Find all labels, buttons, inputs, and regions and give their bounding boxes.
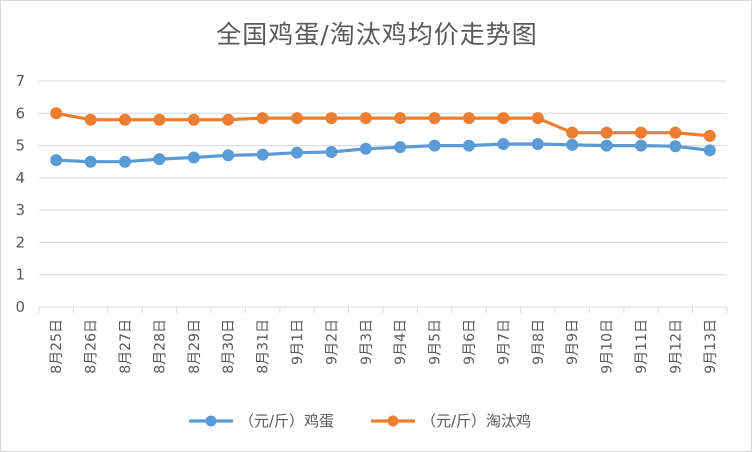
data-point: [187, 113, 200, 126]
data-point: [291, 146, 303, 159]
data-point: [325, 112, 338, 125]
x-tick-label: 9月7日: [496, 319, 512, 365]
data-point: [600, 139, 613, 152]
data-point: [50, 154, 63, 167]
x-tick-label: 9月11日: [634, 319, 650, 374]
x-tick-label: 9月4日: [393, 319, 409, 365]
data-point: [256, 148, 269, 161]
data-point: [256, 112, 269, 125]
legend-label: （元/斤）淘汰鸡: [421, 412, 531, 430]
data-point: [463, 112, 475, 125]
x-tick-label: 9月10日: [600, 319, 616, 374]
x-tick-label: 9月3日: [359, 319, 375, 365]
legend-label: （元/斤）鸡蛋: [239, 412, 334, 430]
data-point: [428, 139, 441, 152]
data-point: [325, 146, 338, 159]
data-point: [635, 139, 647, 152]
x-tick-label: 9月9日: [565, 319, 581, 365]
x-tick-label: 9月13日: [703, 319, 719, 374]
data-point: [119, 155, 131, 168]
y-tick-label: 4: [15, 169, 25, 187]
data-point: [222, 113, 235, 126]
data-point: [394, 141, 407, 154]
data-point: [497, 137, 510, 150]
x-tick-label: 9月12日: [668, 319, 684, 374]
x-tick-label: 8月28日: [152, 319, 168, 374]
x-tick-label: 8月30日: [221, 319, 237, 374]
data-point: [119, 113, 131, 126]
x-tick-label: 9月5日: [428, 319, 444, 365]
data-point: [50, 107, 63, 120]
y-tick-label: 2: [15, 233, 25, 251]
data-point: [291, 112, 303, 125]
y-tick-label: 7: [15, 72, 25, 90]
x-tick-label: 8月31日: [256, 319, 272, 374]
y-tick-label: 0: [15, 298, 25, 316]
data-point: [703, 129, 716, 142]
data-point: [187, 151, 200, 164]
data-point: [531, 112, 544, 125]
data-point: [669, 140, 682, 153]
data-point: [84, 155, 97, 168]
x-tick-label: 9月6日: [462, 319, 478, 365]
data-point: [600, 126, 613, 139]
data-point: [428, 112, 441, 125]
data-point: [566, 138, 579, 151]
data-point: [497, 112, 510, 125]
data-point: [566, 126, 579, 139]
x-tick-label: 9月1日: [290, 319, 306, 365]
y-tick-label: 3: [15, 201, 25, 219]
x-tick-label: 8月25日: [49, 319, 65, 374]
legend-marker: [387, 415, 399, 427]
x-tick-label: 8月26日: [84, 319, 100, 374]
data-point: [84, 113, 97, 126]
data-point: [703, 144, 716, 157]
x-tick-label: 8月29日: [187, 319, 203, 374]
data-point: [359, 142, 372, 155]
data-point: [222, 149, 235, 162]
data-point: [669, 126, 682, 139]
y-tick-label: 6: [15, 104, 25, 122]
data-point: [463, 139, 475, 152]
data-point: [153, 153, 166, 166]
y-tick-label: 5: [15, 137, 25, 155]
x-tick-label: 9月2日: [324, 319, 340, 365]
data-point: [394, 112, 407, 125]
data-point: [359, 112, 372, 125]
y-tick-label: 1: [15, 266, 25, 284]
legend-marker: [205, 415, 217, 427]
data-point: [635, 126, 647, 139]
x-tick-label: 9月8日: [531, 319, 547, 365]
chart-title: 全国鸡蛋/淘汰鸡均价走势图: [216, 20, 538, 49]
data-point: [153, 113, 166, 126]
x-tick-label: 8月27日: [118, 319, 134, 374]
data-point: [531, 137, 544, 150]
